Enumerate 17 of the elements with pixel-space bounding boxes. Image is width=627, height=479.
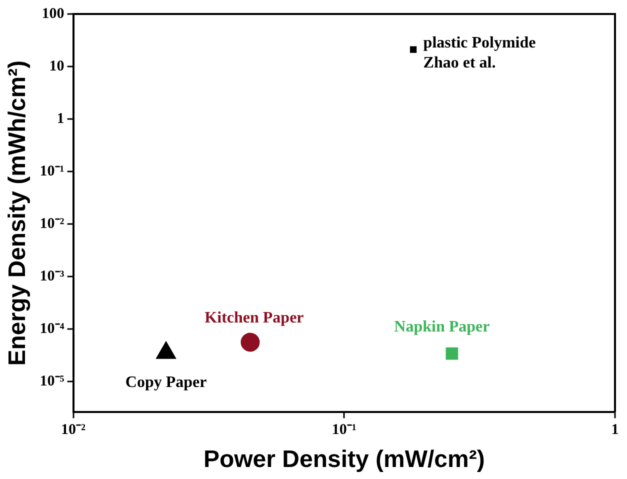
x-tick-label: 1	[611, 422, 619, 438]
y-tick-label: 1	[56, 110, 64, 127]
x-axis-title: Power Density (mW/cm²)	[203, 446, 485, 474]
x-tick-label: 10⁻¹	[332, 422, 356, 438]
y-tick-label: 10⁻⁵	[40, 373, 65, 390]
y-tick-label: 100	[42, 6, 64, 22]
y-axis-title: Energy Density (mWh/cm²)	[4, 60, 32, 366]
series-label: plastic Polymide Zhao et al.	[423, 34, 536, 72]
series-label: Kitchen Paper	[204, 309, 304, 326]
y-tick-label: 10⁻³	[40, 268, 65, 284]
y-tick-label: 10⁻¹	[40, 163, 64, 180]
y-tick-label: 10	[49, 58, 64, 74]
series-label: Napkin Paper	[394, 318, 490, 336]
x-tick-label: 10⁻²	[61, 422, 86, 438]
series-label: Copy Paper	[125, 374, 207, 392]
y-tick-label: 10⁻⁴	[40, 320, 65, 337]
y-tick-label: 10⁻²	[40, 216, 65, 232]
